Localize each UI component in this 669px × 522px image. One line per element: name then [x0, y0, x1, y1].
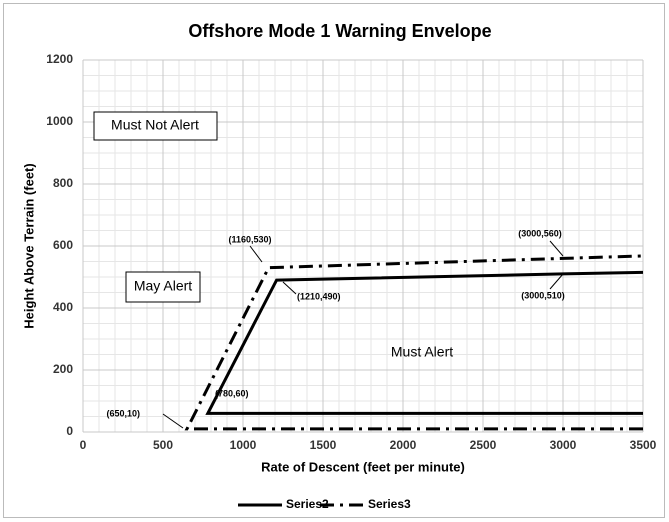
- annotation: May Alert: [134, 278, 192, 294]
- y-tick-label: 800: [53, 176, 73, 190]
- y-tick-label: 200: [53, 362, 73, 376]
- x-tick-label: 3500: [630, 438, 657, 452]
- label-box: [125, 271, 201, 303]
- y-tick-label: 1000: [46, 114, 73, 128]
- y-tick-label: 600: [53, 238, 73, 252]
- label-box: [93, 111, 218, 141]
- annotation: (1210,490): [297, 291, 341, 301]
- x-tick-label: 1500: [310, 438, 337, 452]
- x-tick-label: 1000: [230, 438, 257, 452]
- series-line: [205, 270, 644, 415]
- leader-line: [249, 245, 263, 263]
- leader-line: [549, 273, 564, 290]
- annotation: (780,60): [215, 388, 249, 398]
- x-tick-label: 500: [153, 438, 173, 452]
- leader-line: [282, 281, 297, 295]
- x-axis-label: Rate of Descent (feet per minute): [261, 459, 465, 474]
- y-tick-label: 1200: [46, 52, 73, 66]
- legend-label: Series3: [368, 497, 411, 511]
- annotation: (3000,510): [521, 290, 565, 300]
- annotation: (1160,530): [228, 234, 271, 244]
- leader-line: [549, 240, 564, 257]
- x-tick-label: 0: [80, 438, 87, 452]
- y-tick-label: 400: [53, 300, 73, 314]
- x-tick-label: 2500: [470, 438, 497, 452]
- annotation: (650,10): [106, 408, 140, 418]
- y-tick-label: 0: [66, 424, 73, 438]
- x-tick-label: 3000: [550, 438, 577, 452]
- annotation: Must Not Alert: [111, 117, 199, 133]
- legend-label: Series2: [286, 497, 329, 511]
- y-axis-label: Height Above Terrain (feet): [21, 163, 36, 328]
- annotation: Must Alert: [391, 344, 453, 360]
- series-line: [184, 254, 644, 431]
- x-tick-label: 2000: [390, 438, 417, 452]
- chart-title: Offshore Mode 1 Warning Envelope: [188, 21, 491, 41]
- leader-line: [162, 413, 184, 429]
- annotation: (3000,560): [518, 228, 562, 238]
